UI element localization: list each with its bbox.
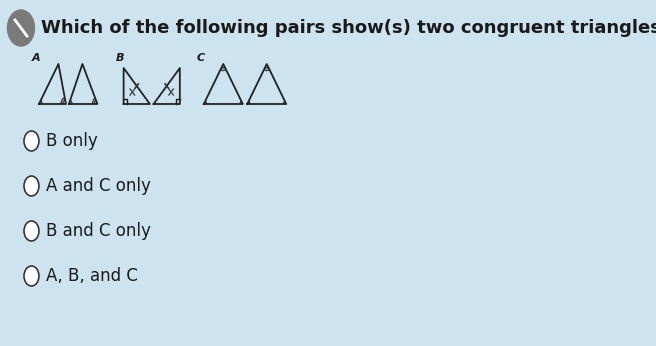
Circle shape [24,221,39,241]
Circle shape [24,131,39,151]
Circle shape [24,176,39,196]
Text: C: C [196,53,205,63]
Text: A, B, and C: A, B, and C [47,267,138,285]
Text: Which of the following pairs show(s) two congruent triangles?: Which of the following pairs show(s) two… [41,19,656,37]
Circle shape [24,266,39,286]
Circle shape [7,10,35,46]
Text: B only: B only [47,132,98,150]
Text: A: A [31,53,40,63]
Text: B and C only: B and C only [47,222,152,240]
Text: A and C only: A and C only [47,177,152,195]
Text: B: B [116,53,125,63]
